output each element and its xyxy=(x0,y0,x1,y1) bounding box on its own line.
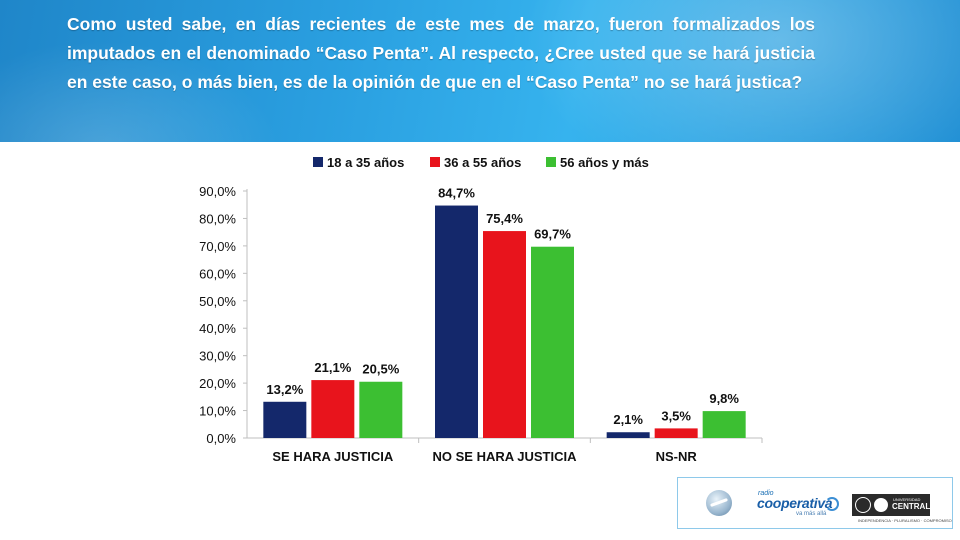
y-tick-label: 40,0% xyxy=(199,321,236,336)
ucentral-logo-name: CENTRAL xyxy=(892,502,931,511)
y-tick-label: 0,0% xyxy=(206,431,236,446)
y-tick-label: 50,0% xyxy=(199,294,236,309)
sponsor-logos: radio cooperativa va más allá UNIVERSIDA… xyxy=(677,477,953,529)
legend-label: 56 años y más xyxy=(560,155,649,170)
banner-glow xyxy=(520,0,960,142)
bar-value-label: 2,1% xyxy=(613,412,643,427)
legend-label: 18 a 35 años xyxy=(327,155,404,170)
bar-value-label: 21,1% xyxy=(314,360,351,375)
cooperativa-swirl-icon xyxy=(825,497,839,511)
header-banner: Como usted sabe, en días recientes de es… xyxy=(0,0,960,142)
bar-value-label: 9,8% xyxy=(709,391,739,406)
legend-swatch xyxy=(546,157,556,167)
bar-value-label: 75,4% xyxy=(486,211,523,226)
ucentral-dot-icon xyxy=(874,498,888,512)
bar xyxy=(654,428,698,438)
y-tick-label: 10,0% xyxy=(199,404,236,419)
bar xyxy=(435,205,478,438)
ucentral-circle-icon xyxy=(855,497,871,513)
bar-value-label: 69,7% xyxy=(534,227,571,242)
globe-logo-icon xyxy=(706,490,732,516)
ucentral-motto: INDEPENDENCIA · PLURALISMO · COMPROMISO xyxy=(858,518,952,523)
y-tick-label: 90,0% xyxy=(199,184,236,199)
category-label: NO SE HARA JUSTICIA xyxy=(433,449,578,464)
y-tick-label: 20,0% xyxy=(199,376,236,391)
bar xyxy=(531,246,574,438)
cooperativa-logo-small: radio xyxy=(758,490,774,497)
bar xyxy=(263,401,307,438)
cooperativa-logo: cooperativa xyxy=(757,495,833,511)
bar xyxy=(606,432,650,438)
bar-value-label: 20,5% xyxy=(362,362,399,377)
y-tick-label: 80,0% xyxy=(199,211,236,226)
legend-swatch xyxy=(430,157,440,167)
bar xyxy=(483,231,526,438)
bar-value-label: 13,2% xyxy=(266,382,303,397)
bar xyxy=(359,381,403,438)
ucentral-logo-top: UNIVERSIDAD xyxy=(893,497,921,502)
cooperativa-tagline: va más allá xyxy=(796,511,827,517)
legend-swatch xyxy=(313,157,323,167)
survey-question: Como usted sabe, en días recientes de es… xyxy=(67,14,815,92)
bar xyxy=(311,380,355,438)
bar-chart: 0,0% 10,0% 20,0% 30,0% 40,0% 50,0% 60,0% 70,0% 8… xyxy=(199,155,763,464)
y-tick-label: 60,0% xyxy=(199,266,236,281)
bar-value-label: 84,7% xyxy=(438,186,475,201)
category-label: NS-NR xyxy=(656,449,698,464)
legend-label: 36 a 55 años xyxy=(444,155,521,170)
y-tick-label: 70,0% xyxy=(199,239,236,254)
y-tick-label: 30,0% xyxy=(199,349,236,364)
category-label: SE HARA JUSTICIA xyxy=(272,449,393,464)
bar xyxy=(702,411,746,438)
ucentral-logo: UNIVERSIDAD CENTRAL xyxy=(852,494,930,516)
bar-value-label: 3,5% xyxy=(661,408,691,423)
